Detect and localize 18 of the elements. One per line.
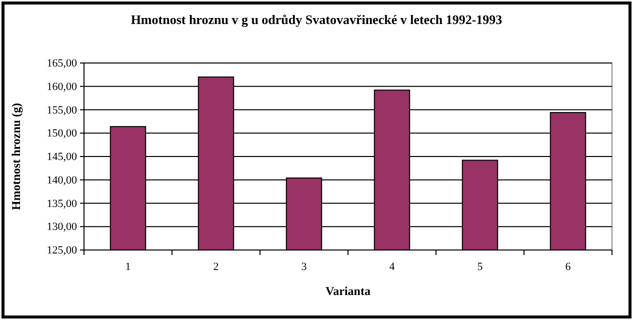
y-tick-label: 155,00 [46,104,78,116]
y-tick-label: 135,00 [46,198,78,210]
y-tick-label: 130,00 [46,221,78,234]
x-tick-label: 3 [301,261,308,273]
x-tick-label: 2 [213,261,219,273]
x-axis-title: Varianta [326,284,370,298]
x-tick-label: 5 [477,261,484,273]
x-tick-label: 4 [389,261,396,273]
x-tick-label: 6 [565,261,572,273]
y-tick-label: 160,00 [46,80,78,93]
y-tick-label: 145,00 [46,151,78,164]
y-tick-label: 140,00 [46,174,78,186]
chart-title: Hmotnost hroznu v g u odrůdy Svatovavřinecké v letech 1992-1993 [130,12,503,27]
y-axis-title: Hmotnost hroznu (g) [9,102,23,210]
y-tick-label: 150,00 [46,128,78,140]
y-tick-label: 125,00 [46,244,78,257]
x-tick-label: 1 [125,261,131,273]
y-tick-label: 165,00 [46,58,78,70]
